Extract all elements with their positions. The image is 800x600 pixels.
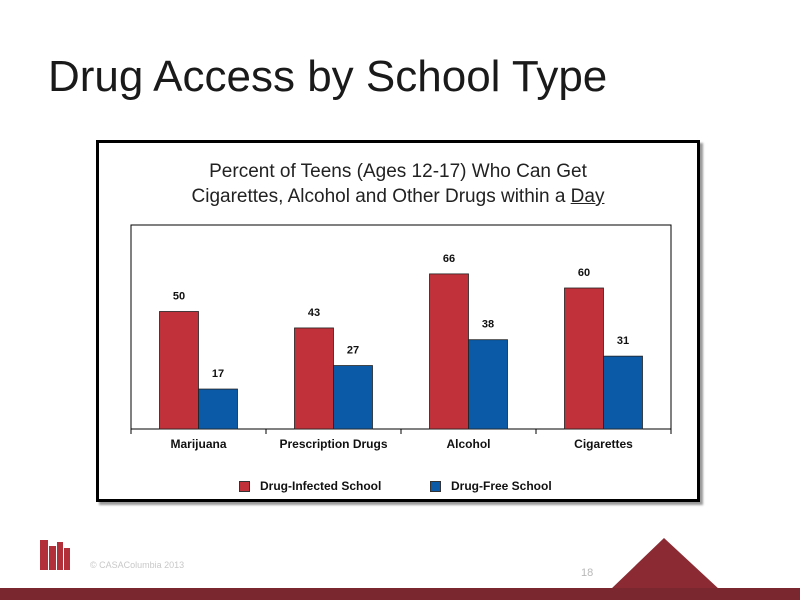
- data-label: 31: [617, 335, 629, 347]
- category-label: Cigarettes: [574, 437, 633, 451]
- casa-logo: [40, 540, 70, 570]
- category-label: Marijuana: [170, 437, 226, 451]
- logo-mark-s: [57, 542, 63, 570]
- bar-drug-infected: [294, 327, 334, 430]
- bar-drug-free: [603, 355, 643, 430]
- footer-bar: [0, 588, 800, 600]
- legend-swatch-drug-infected: [239, 481, 250, 492]
- bar-drug-free: [198, 388, 238, 430]
- chart-title-line-1: Percent of Teens (Ages 12-17) Who Can Ge…: [209, 161, 587, 182]
- chart-frame: Percent of Teens (Ages 12-17) Who Can Ge…: [96, 140, 700, 502]
- data-label: 60: [578, 267, 590, 279]
- chart-title-line-2: Cigarettes, Alcohol and Other Drugs with…: [99, 186, 697, 208]
- slide-title: Drug Access by School Type: [48, 52, 608, 101]
- category-label: Alcohol: [447, 437, 491, 451]
- data-label: 17: [212, 368, 224, 380]
- page-number: 18: [581, 567, 594, 579]
- bar-drug-free: [333, 365, 373, 430]
- legend-swatch-drug-free: [430, 481, 441, 492]
- chart-title-prefix: Cigarettes, Alcohol and Other Drugs with…: [191, 186, 571, 207]
- logo-mark-c: [40, 540, 48, 570]
- legend-item-drug-infected: Drug-Infected School: [239, 479, 381, 493]
- data-label: 50: [173, 291, 185, 303]
- bar-drug-infected: [564, 287, 604, 430]
- footer-triangle-decoration: [610, 538, 720, 590]
- bar-drug-infected: [159, 311, 199, 430]
- bar-chart: 50 17 Marijuana 43 27 Prescription Drugs 66 38 A…: [130, 224, 672, 451]
- data-label: 38: [482, 319, 494, 331]
- legend-label-drug-infected: Drug-Infected School: [260, 479, 382, 493]
- bar-drug-infected: [429, 273, 469, 430]
- logo-mark-a: [49, 546, 56, 570]
- copyright-notice: © CASAColumbia 2013: [90, 560, 185, 570]
- data-label: 27: [347, 345, 359, 357]
- category-label: Prescription Drugs: [279, 437, 387, 451]
- legend-item-drug-free: Drug-Free School: [430, 479, 552, 493]
- data-label: 43: [308, 307, 320, 319]
- legend-label-drug-free: Drug-Free School: [451, 479, 552, 493]
- chart-title-underlined-word: Day: [570, 186, 605, 207]
- data-label: 66: [443, 253, 455, 265]
- bar-drug-free: [468, 339, 508, 430]
- logo-mark-a2: [64, 548, 70, 570]
